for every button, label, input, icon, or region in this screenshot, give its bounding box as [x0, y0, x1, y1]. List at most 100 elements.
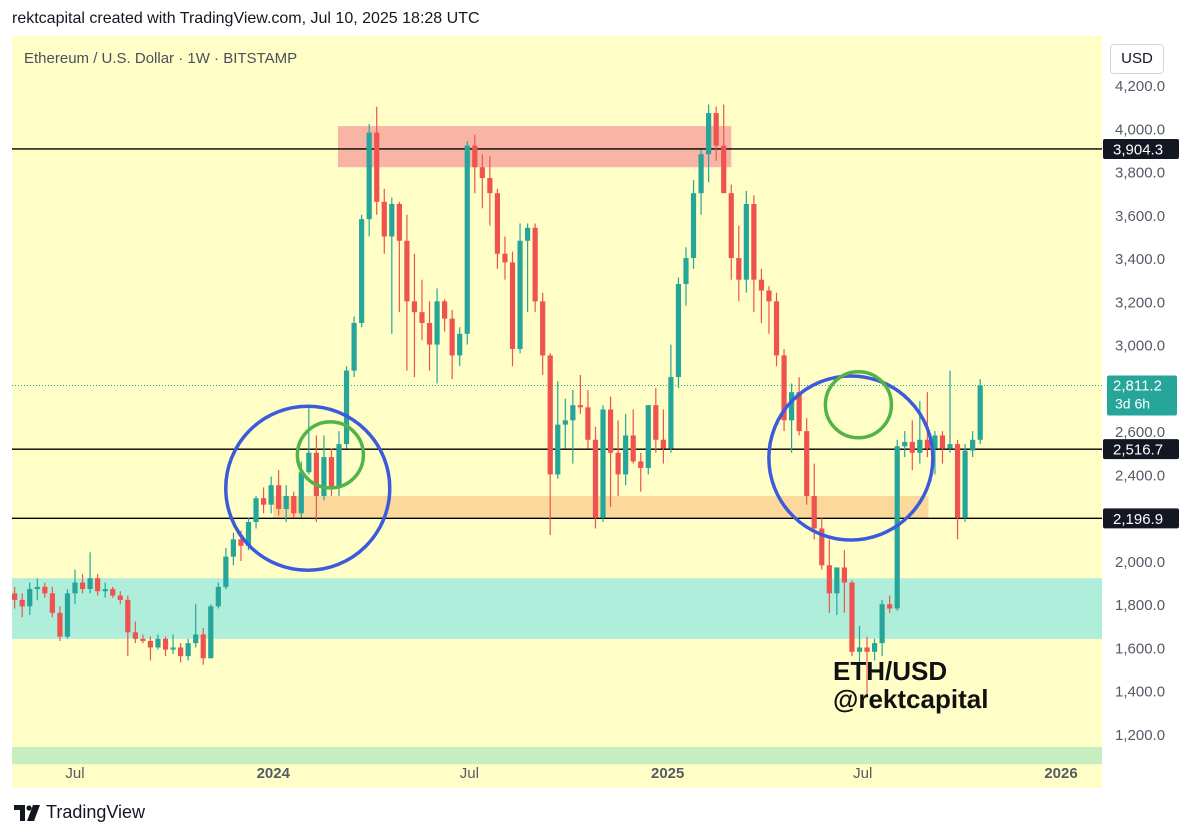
candle-body	[962, 450, 968, 518]
candle-body	[796, 392, 802, 432]
candle-body	[562, 420, 568, 425]
candle-body	[419, 312, 425, 323]
zone-accumulation	[12, 578, 1102, 639]
candle-body	[283, 496, 289, 510]
tradingview-logo[interactable]: TradingView	[14, 802, 145, 823]
candle-body	[306, 452, 312, 473]
candle-body	[623, 435, 629, 475]
countdown-label: 3d 6h	[1115, 395, 1150, 411]
annotation-circle	[767, 374, 935, 542]
candle-body	[766, 290, 772, 302]
candle-body	[328, 457, 335, 488]
candle-body	[140, 638, 146, 641]
candle-body	[411, 301, 418, 313]
annotation-circle	[295, 420, 366, 490]
candle-body	[351, 322, 357, 371]
candle-body	[502, 253, 508, 263]
candle-body	[607, 409, 614, 453]
currency-button[interactable]: USD	[1110, 44, 1164, 74]
attribution-header: rektcapital created with TradingView.com…	[12, 10, 480, 27]
candle-body	[638, 461, 644, 468]
candle-body	[668, 377, 674, 449]
candle-body	[804, 431, 810, 497]
candle-body	[977, 385, 983, 440]
candle-body	[162, 638, 169, 650]
y-tick-label: 1,400.0	[1115, 684, 1165, 701]
candle-body	[758, 279, 765, 291]
candle-body	[713, 113, 719, 146]
y-tick-label: 3,400.0	[1115, 251, 1165, 268]
level-label-box	[1103, 439, 1179, 460]
candle-body	[532, 227, 538, 302]
candle-body	[555, 424, 561, 475]
candle-body	[819, 528, 825, 566]
candle-body	[932, 435, 938, 449]
x-tick-label: Jul	[853, 765, 872, 782]
candle-body	[449, 318, 455, 356]
candle-body	[721, 145, 727, 194]
level-label: 2,196.9	[1113, 511, 1163, 528]
candle-body	[49, 593, 55, 613]
candle-body	[970, 439, 976, 451]
candle-body	[592, 439, 599, 518]
candle-body	[110, 589, 116, 596]
candle-body	[479, 167, 485, 179]
candle-body	[736, 258, 742, 280]
candle-body	[374, 132, 380, 202]
candle-body	[170, 647, 176, 650]
candle-body	[728, 193, 734, 259]
candle-body	[773, 301, 780, 356]
candle-body	[871, 643, 878, 652]
y-tick-label: 3,000.0	[1115, 338, 1165, 355]
tradingview-brand: TradingView	[46, 802, 146, 822]
candle-body	[690, 193, 697, 259]
candle-body	[223, 556, 229, 587]
candle-body	[917, 439, 923, 453]
candle-body	[509, 262, 516, 349]
candle-body	[27, 589, 33, 607]
candle-body	[570, 405, 576, 421]
candle-body	[464, 145, 470, 334]
zone-resistance	[337, 126, 732, 168]
x-tick-label: 2024	[257, 765, 291, 782]
candle-body	[321, 457, 327, 497]
y-tick-label: 4,200.0	[1115, 78, 1165, 95]
candle-body	[79, 582, 86, 590]
candle-body	[887, 604, 893, 609]
candle-body	[230, 539, 237, 557]
symbol-title[interactable]: Ethereum / U.S. Dollar · 1W · BITSTAMP	[24, 50, 298, 67]
candle-body	[811, 496, 817, 529]
zone-base	[12, 746, 1102, 765]
candle-body	[517, 240, 523, 349]
candle-body	[268, 485, 274, 505]
candle-body	[117, 595, 123, 600]
y-tick-label: 2,600.0	[1115, 424, 1165, 441]
candle-body	[276, 485, 282, 510]
y-tick-label: 1,200.0	[1115, 727, 1165, 744]
candle-body	[472, 145, 478, 168]
candle-body	[653, 405, 659, 440]
candle-body	[547, 355, 553, 475]
y-tick-label: 1,800.0	[1115, 597, 1165, 614]
candle-body	[849, 582, 855, 652]
candle-body	[706, 113, 712, 155]
candle-body	[487, 178, 493, 194]
candle-body	[42, 586, 48, 594]
candle-body	[585, 407, 591, 440]
candle-body	[95, 578, 101, 592]
annotation-circle	[823, 369, 894, 440]
y-tick-label: 4,000.0	[1115, 121, 1165, 138]
candle-body	[924, 439, 930, 449]
candle-body	[864, 647, 870, 652]
candle-body	[72, 582, 78, 594]
candle-body	[434, 301, 440, 345]
candle-body	[600, 409, 606, 518]
level-label: 2,516.7	[1113, 442, 1163, 459]
candle-body	[683, 258, 689, 285]
candle-body	[57, 612, 63, 637]
candle-body	[87, 578, 93, 590]
candle-body	[193, 634, 199, 644]
candle-body	[260, 498, 267, 505]
candle-body	[841, 567, 848, 583]
